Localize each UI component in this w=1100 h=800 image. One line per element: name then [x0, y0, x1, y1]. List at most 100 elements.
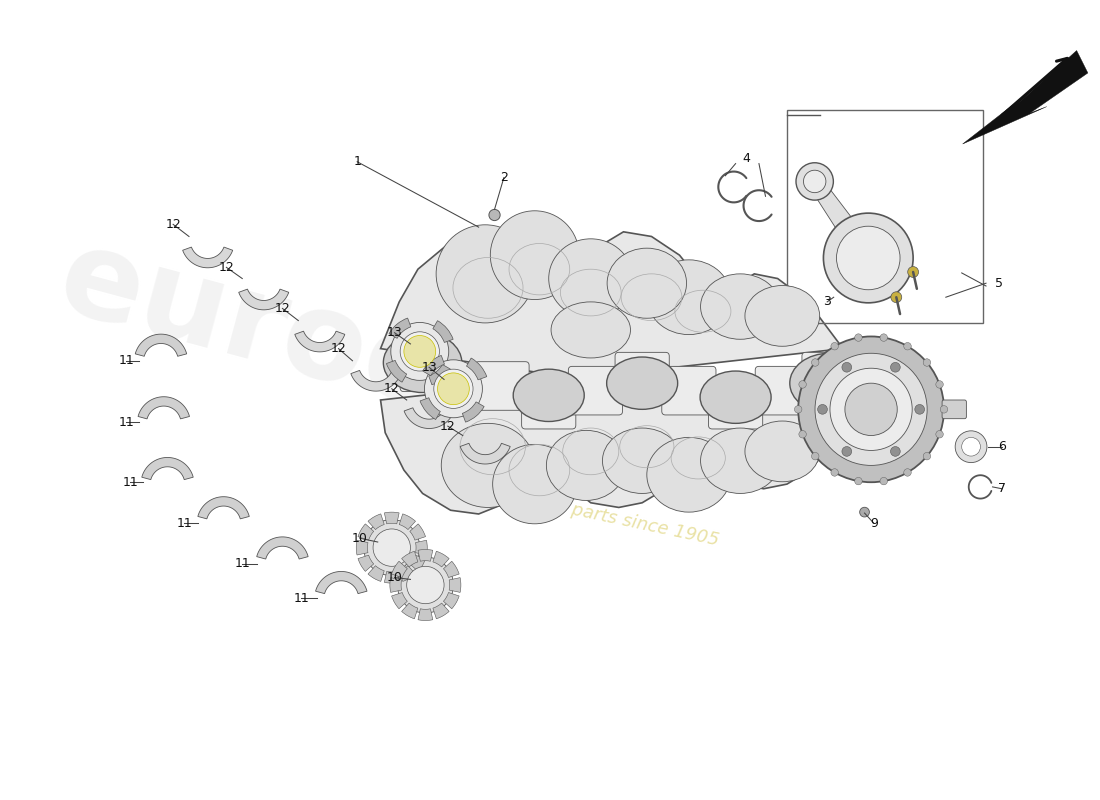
Text: 11: 11	[119, 354, 134, 367]
Circle shape	[961, 438, 980, 456]
Wedge shape	[416, 540, 427, 555]
Polygon shape	[962, 50, 1088, 144]
Circle shape	[404, 335, 436, 367]
Polygon shape	[295, 331, 344, 352]
Polygon shape	[135, 334, 187, 356]
Text: 12: 12	[384, 382, 399, 395]
Wedge shape	[402, 603, 418, 618]
Polygon shape	[142, 458, 194, 480]
Circle shape	[794, 406, 802, 413]
Circle shape	[891, 446, 900, 456]
Wedge shape	[420, 398, 440, 419]
FancyBboxPatch shape	[400, 343, 454, 391]
Wedge shape	[389, 318, 410, 338]
Ellipse shape	[383, 333, 462, 393]
FancyBboxPatch shape	[942, 400, 967, 418]
Circle shape	[830, 368, 912, 450]
Circle shape	[891, 362, 900, 372]
Circle shape	[923, 358, 931, 366]
Polygon shape	[198, 497, 250, 519]
Polygon shape	[808, 177, 878, 265]
Text: 2: 2	[499, 171, 508, 184]
Text: 10: 10	[386, 571, 403, 584]
Wedge shape	[384, 571, 399, 583]
Text: 12: 12	[219, 261, 234, 274]
Wedge shape	[449, 578, 461, 592]
Text: 12: 12	[275, 302, 290, 315]
Wedge shape	[358, 555, 374, 571]
Circle shape	[400, 332, 439, 371]
FancyBboxPatch shape	[708, 380, 762, 429]
Circle shape	[891, 292, 902, 302]
Text: 11: 11	[234, 557, 250, 570]
Polygon shape	[351, 370, 400, 391]
Text: 11: 11	[122, 476, 138, 489]
Ellipse shape	[647, 260, 730, 334]
Ellipse shape	[701, 274, 780, 339]
Text: 11: 11	[119, 416, 134, 429]
Wedge shape	[422, 355, 444, 376]
Wedge shape	[433, 321, 453, 342]
Ellipse shape	[436, 225, 535, 323]
Circle shape	[799, 430, 806, 438]
Text: 12: 12	[331, 342, 346, 355]
Circle shape	[397, 557, 453, 613]
Polygon shape	[256, 537, 308, 559]
Circle shape	[373, 529, 410, 566]
Wedge shape	[433, 603, 449, 618]
Circle shape	[855, 478, 862, 485]
FancyBboxPatch shape	[475, 362, 529, 410]
Text: 13: 13	[421, 361, 437, 374]
Text: 12: 12	[440, 420, 455, 433]
Text: 5: 5	[996, 277, 1003, 290]
Circle shape	[842, 446, 851, 456]
Ellipse shape	[745, 421, 820, 482]
Text: 3: 3	[823, 295, 832, 308]
Circle shape	[812, 453, 820, 460]
Circle shape	[880, 334, 888, 342]
Polygon shape	[138, 397, 189, 419]
Wedge shape	[384, 512, 399, 524]
Wedge shape	[418, 609, 432, 621]
Wedge shape	[462, 402, 484, 422]
Wedge shape	[399, 566, 416, 582]
Circle shape	[915, 405, 924, 414]
FancyBboxPatch shape	[802, 352, 856, 401]
Circle shape	[799, 337, 944, 482]
Circle shape	[824, 213, 913, 303]
Circle shape	[830, 469, 838, 476]
Text: 1: 1	[353, 155, 361, 168]
Ellipse shape	[700, 371, 771, 423]
Circle shape	[364, 519, 420, 576]
Text: 11: 11	[176, 517, 192, 530]
Circle shape	[488, 210, 501, 221]
Circle shape	[845, 383, 898, 435]
Wedge shape	[368, 566, 384, 582]
Wedge shape	[386, 360, 407, 382]
Text: 13: 13	[387, 326, 403, 339]
Wedge shape	[356, 540, 369, 555]
Text: a passion for parts since 1905: a passion for parts since 1905	[451, 475, 720, 549]
Ellipse shape	[701, 428, 780, 494]
Circle shape	[904, 342, 911, 350]
Wedge shape	[429, 365, 451, 385]
Text: eurocars: eurocars	[46, 219, 659, 488]
Wedge shape	[399, 514, 416, 530]
FancyBboxPatch shape	[569, 366, 623, 415]
Ellipse shape	[607, 357, 678, 410]
Circle shape	[842, 362, 851, 372]
Ellipse shape	[790, 354, 868, 413]
Circle shape	[407, 566, 444, 604]
Wedge shape	[443, 593, 459, 609]
Circle shape	[855, 334, 862, 342]
Circle shape	[817, 405, 827, 414]
Circle shape	[936, 381, 944, 388]
Polygon shape	[404, 408, 454, 429]
Wedge shape	[358, 524, 374, 540]
Text: 9: 9	[870, 517, 878, 530]
Text: 6: 6	[998, 440, 1005, 454]
Ellipse shape	[491, 210, 579, 299]
Ellipse shape	[745, 286, 820, 346]
Circle shape	[860, 507, 869, 517]
Wedge shape	[466, 358, 487, 380]
